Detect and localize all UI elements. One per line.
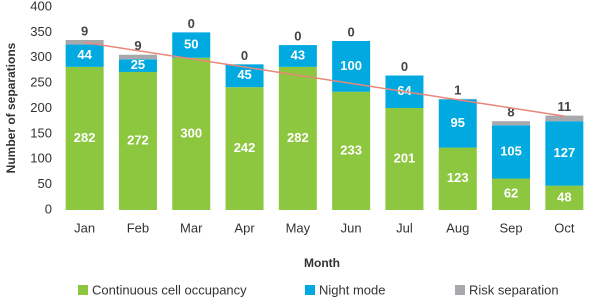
value-label: 62 [504,186,518,201]
x-tick-label: Feb [127,220,149,235]
value-label: 282 [74,130,96,145]
value-label: 272 [127,132,149,147]
bar-segment [118,59,157,72]
value-label: 44 [77,47,92,62]
y-tick-label: 150 [30,125,52,140]
bar-segment [492,178,531,210]
value-label: 9 [134,38,141,53]
y-tick-label: 100 [30,151,52,166]
y-tick-label: 400 [30,0,52,13]
value-label: 233 [340,142,362,157]
value-label: 0 [241,48,248,63]
trendline [84,41,565,117]
bar-segment [332,91,371,210]
value-label: 45 [237,67,251,82]
x-tick-label: Apr [234,220,255,235]
value-label: 123 [447,170,469,185]
y-tick-label: 0 [45,201,52,216]
value-label: 1 [454,82,461,97]
bar-segment [118,54,157,60]
bar-segment [545,115,584,122]
value-label: 43 [291,47,305,62]
value-label: 100 [340,58,362,73]
x-tick-label: May [286,220,311,235]
legend-swatch [455,285,465,295]
y-tick-label: 350 [30,24,52,39]
bar-segment [278,45,317,67]
x-axis-title: Month [304,256,340,270]
value-label: 64 [397,83,412,98]
x-tick-label: Aug [446,220,469,235]
value-label: 105 [500,143,522,158]
legend-label: Risk separation [469,282,559,297]
bar-segment [545,121,584,186]
bar-segment [492,125,531,179]
value-label: 0 [348,24,355,39]
value-label: 25 [131,57,145,72]
bar-segment [172,57,211,210]
value-label: 50 [184,37,198,52]
value-label: 0 [294,29,301,44]
value-label: 0 [188,16,195,31]
x-tick-label: Mar [180,220,203,235]
value-label: 95 [451,115,465,130]
bar-segment [278,66,317,210]
y-axis-title: Number of separations [4,42,18,173]
y-tick-label: 300 [30,49,52,64]
bar-segment [438,147,477,210]
x-tick-label: Jun [341,220,362,235]
bar-segment [385,107,424,210]
legend-swatch [305,285,315,295]
bar-segment [65,44,104,67]
value-label: 300 [180,125,202,140]
legend-label: Continuous cell occupancy [92,282,247,297]
value-label: 8 [507,105,514,120]
value-label: 11 [557,99,571,114]
y-tick-label: 200 [30,100,52,115]
y-tick-label: 250 [30,75,52,90]
value-label: 201 [394,150,416,165]
bar-segment [65,39,104,45]
bar-segment [438,99,477,148]
bar-segment [225,87,264,210]
value-label: 9 [81,23,88,38]
bar-segment [118,71,157,211]
y-tick-label: 50 [38,176,52,191]
bar-segment [492,121,531,126]
bar-segment [172,32,211,58]
bar-segment [225,64,264,88]
value-label: 242 [234,140,256,155]
legend-label: Night mode [319,282,385,297]
value-label: 282 [287,130,309,145]
value-label: 48 [557,189,571,204]
x-tick-label: Oct [554,220,575,235]
bar-segment [545,185,584,210]
x-tick-label: Jan [74,220,95,235]
legend-swatch [78,285,88,295]
x-tick-label: Jul [396,220,413,235]
value-label: 127 [553,145,575,160]
x-tick-label: Sep [499,220,522,235]
bar-segment [65,66,104,210]
value-label: 0 [401,59,408,74]
